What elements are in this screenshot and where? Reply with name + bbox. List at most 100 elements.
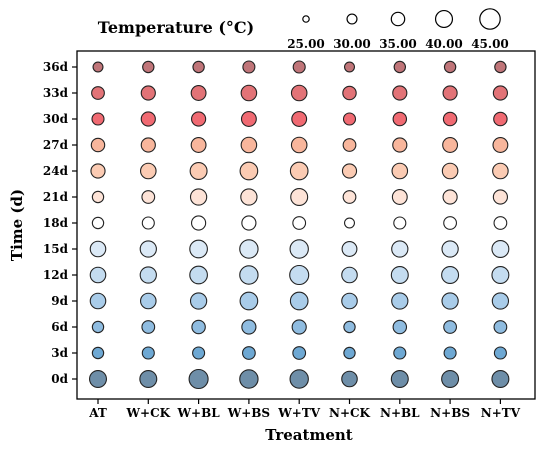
y-tick-label: 24d <box>43 164 69 178</box>
bubble <box>290 84 308 102</box>
bubble <box>493 111 508 127</box>
bubble <box>140 292 157 310</box>
y-axis: 0d 3d 6d 9d 12d 15d 18d 21d 24d 27d 30d 33d 36d <box>43 60 77 386</box>
legend-circle <box>479 8 501 30</box>
y-tick-label: 0d <box>51 372 68 386</box>
bubble <box>289 161 309 181</box>
bubble <box>140 137 156 153</box>
x-tick-label: N+BL <box>380 406 420 420</box>
y-axis-label: Time (d) <box>8 189 26 261</box>
bubble <box>239 239 259 259</box>
bubble <box>239 161 259 181</box>
y-tick-label: 15d <box>43 242 69 256</box>
bubble <box>391 240 409 258</box>
y-tick-label: 18d <box>43 216 69 230</box>
legend-circle <box>434 9 454 29</box>
bubble <box>341 370 358 388</box>
bubble <box>91 320 105 334</box>
bubble <box>189 188 208 206</box>
bubble <box>240 136 258 154</box>
bubble <box>443 60 457 74</box>
legend-circle <box>302 15 310 23</box>
bubble <box>442 111 458 127</box>
bubble <box>393 60 406 74</box>
legend-title: Temperature (°C) <box>98 18 254 37</box>
bubble <box>91 190 105 204</box>
legend-circle <box>390 11 406 27</box>
bubble <box>91 112 105 126</box>
legend-value: 40.00 <box>425 37 463 51</box>
bubble <box>491 265 510 284</box>
bubble <box>443 216 457 230</box>
bubble <box>341 163 358 179</box>
bubble <box>292 216 307 230</box>
y-tick-label: 21d <box>43 190 69 204</box>
bubble <box>442 189 458 205</box>
bubble <box>239 291 259 311</box>
bubble <box>491 240 510 259</box>
bubble <box>292 60 306 74</box>
bubble <box>492 189 509 205</box>
bubble <box>441 162 459 180</box>
x-tick-label: W+CK <box>126 406 171 420</box>
bubble <box>342 138 357 152</box>
bubble <box>192 346 206 360</box>
bubble <box>239 265 259 285</box>
bubble <box>139 240 157 258</box>
bubble <box>90 163 106 179</box>
bubble <box>89 369 108 388</box>
bubble <box>493 320 508 334</box>
y-tick-label: 3d <box>51 346 68 360</box>
y-tick-label: 9d <box>51 294 68 308</box>
y-tick-label: 30d <box>43 112 69 126</box>
bubble <box>191 319 206 335</box>
legend-value: 25.00 <box>287 37 325 51</box>
bubble <box>141 320 156 334</box>
bubble <box>140 162 157 180</box>
bubble <box>441 265 460 284</box>
bubble <box>342 112 357 126</box>
legend-value: 45.00 <box>471 37 509 51</box>
bubble <box>240 84 258 102</box>
bubble <box>189 292 208 310</box>
bubble <box>441 369 460 388</box>
bubble <box>191 111 207 127</box>
bubble <box>343 346 356 360</box>
bubble <box>441 292 459 310</box>
bubble <box>241 215 257 231</box>
bubble <box>443 346 457 360</box>
bubble <box>140 85 156 101</box>
bubble <box>391 162 409 180</box>
bubble <box>342 85 357 101</box>
bubble <box>239 369 259 389</box>
bubble <box>291 319 307 335</box>
x-tick-label: N+CK <box>329 406 371 420</box>
bubble <box>442 85 458 101</box>
x-tick-label: N+BS <box>430 406 470 420</box>
bubble <box>392 111 408 127</box>
bubble <box>190 85 207 101</box>
bubble <box>392 137 408 153</box>
y-tick-label: 27d <box>43 138 69 152</box>
bubble <box>391 292 409 310</box>
x-tick-label: W+BL <box>177 406 221 420</box>
bubble <box>441 240 459 258</box>
bubble <box>189 265 208 285</box>
bubble <box>242 60 256 74</box>
bubble <box>442 137 459 153</box>
bubble <box>289 291 309 311</box>
bubble <box>91 346 105 360</box>
bubble <box>492 85 509 101</box>
bubble <box>89 240 107 258</box>
bubble <box>494 60 507 74</box>
bubble <box>493 216 508 230</box>
bubble <box>390 369 409 388</box>
bubble <box>343 61 355 73</box>
bubble <box>393 216 407 230</box>
bubble <box>89 266 107 284</box>
bubbles <box>89 60 510 390</box>
x-tick-label: W+TV <box>277 406 320 420</box>
bubble <box>493 346 507 360</box>
bubble <box>142 60 155 74</box>
